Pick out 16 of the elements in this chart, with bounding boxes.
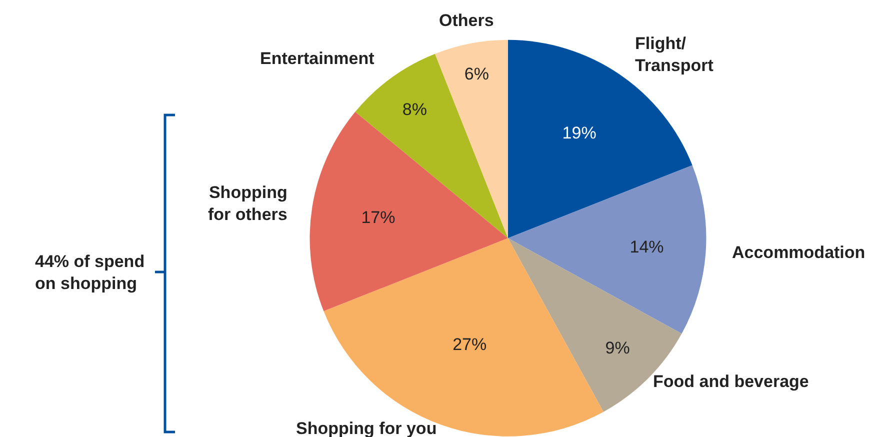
data-label: 9% [605,338,630,358]
slice-label: Flight/ Transport [635,34,714,76]
slice-label: Food and beverage [653,372,809,391]
slice-label: Accommodation [732,243,866,262]
data-label: 6% [464,64,489,84]
data-label: 14% [630,237,664,256]
slice-label: Shopping for others [208,183,288,224]
pie-slice [435,40,508,238]
pie-slice [508,165,706,334]
data-label: 27% [452,335,487,354]
slice-label: Entertainment [260,49,375,68]
data-label: 8% [402,100,427,120]
slice-label: Others [439,11,494,30]
text: 44% of spend on shopping [35,252,145,294]
data-label: 17% [361,208,396,228]
data-label: 19% [562,124,596,143]
